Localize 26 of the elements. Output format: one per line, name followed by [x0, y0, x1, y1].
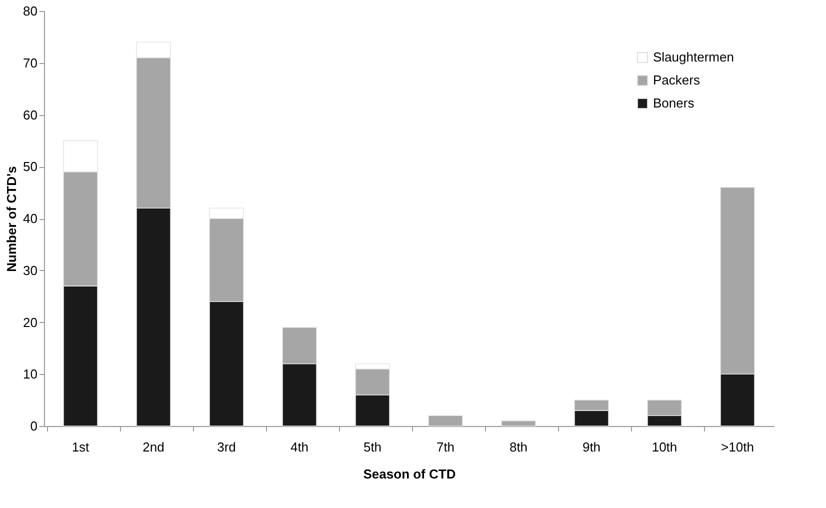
- y-tick-label: 60: [23, 107, 38, 122]
- legend-label: Slaughtermen: [653, 50, 734, 64]
- x-tick-label: 10th: [652, 440, 678, 454]
- legend-label: Packers: [653, 72, 700, 88]
- x-tick-label: 8th: [509, 440, 528, 454]
- legend-label: Boners: [653, 96, 695, 110]
- bar: [501, 420, 536, 426]
- bar: [428, 415, 463, 426]
- y-tick-label: 70: [23, 55, 38, 70]
- x-tick-label: 5th: [363, 440, 382, 454]
- x-tick-label: 2nd: [142, 440, 164, 454]
- x-tick-label: 9th: [582, 440, 601, 454]
- y-tick-label: 10: [23, 366, 38, 382]
- y-tick-label: 40: [23, 211, 38, 226]
- x-tick-label: 7th: [436, 440, 455, 454]
- x-axis-title: Season of CTD: [363, 466, 456, 482]
- x-tick-label: 1st: [72, 440, 90, 454]
- x-tick-label: >10th: [721, 440, 754, 454]
- x-tick-label: 3rd: [217, 440, 236, 454]
- y-tick-label: 50: [23, 159, 38, 174]
- y-tick-label: 0: [30, 418, 38, 434]
- y-tick-label: 20: [23, 314, 38, 330]
- y-axis-title: Number of CTD's: [4, 166, 20, 272]
- x-tick-label: 4th: [290, 440, 309, 454]
- y-tick-label: 30: [23, 262, 38, 278]
- y-tick-label: 80: [23, 4, 38, 18]
